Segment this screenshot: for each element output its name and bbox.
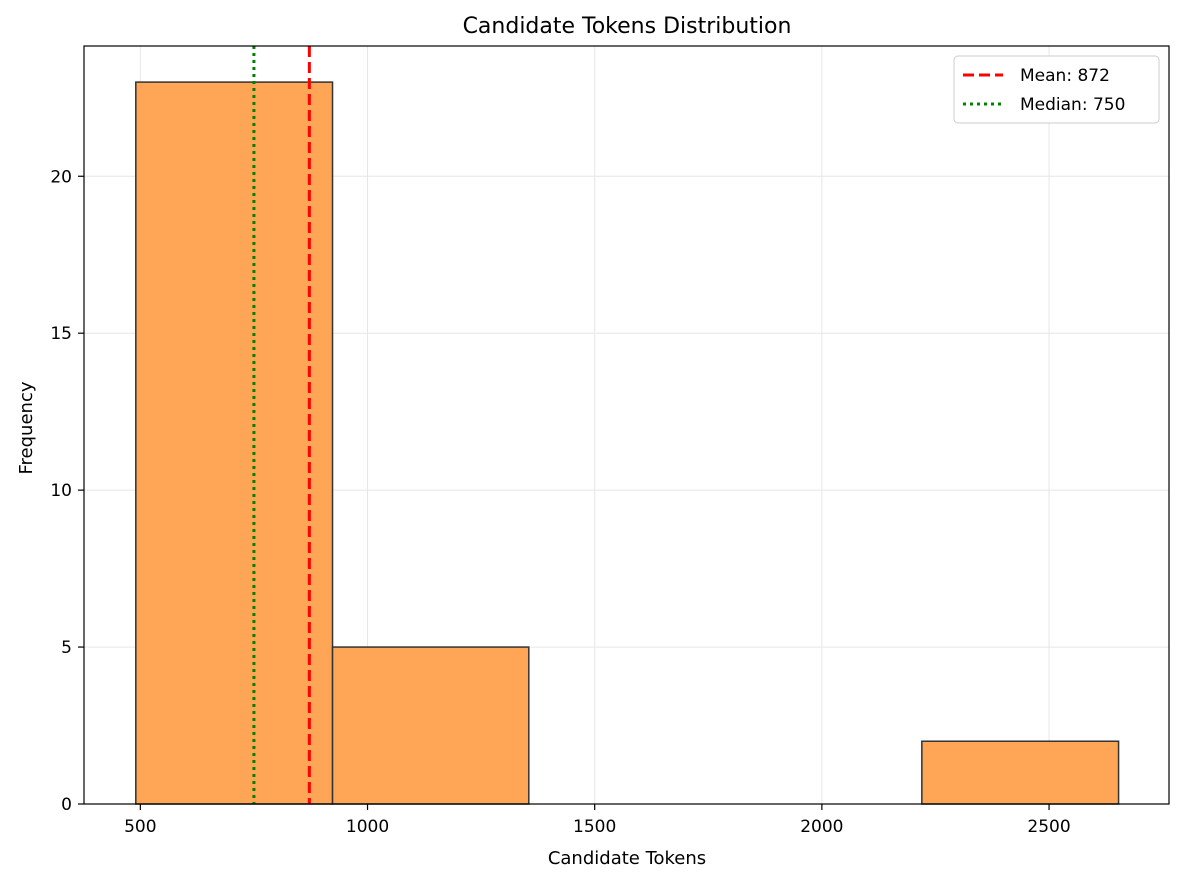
histogram-bar-5 — [921, 740, 1120, 805]
legend-median-label: Median: 750 — [1020, 95, 1125, 115]
y-tick-label: 20 — [50, 167, 72, 187]
y-axis-ticks: 0 5 10 15 20 — [50, 167, 84, 815]
legend: Mean: 872 Median: 750 — [953, 55, 1160, 124]
y-tick-label: 0 — [61, 795, 72, 815]
reference-lines — [252, 46, 311, 804]
histogram-bar-1 — [135, 81, 334, 805]
x-tick-label: 2000 — [800, 817, 843, 837]
x-tick-label: 1500 — [573, 817, 616, 837]
plot-frame — [83, 45, 1170, 805]
chart-title: Candidate Tokens Distribution — [463, 14, 792, 39]
legend-box — [953, 55, 1160, 124]
y-axis-label: Frequency — [16, 381, 37, 474]
histogram-bar-2 — [331, 646, 530, 805]
histogram-bars — [135, 81, 1120, 805]
x-axis-label: Candidate Tokens — [548, 848, 706, 869]
y-tick-label: 5 — [61, 638, 72, 658]
y-tick-label: 15 — [50, 324, 72, 344]
x-tick-label: 500 — [124, 817, 156, 837]
x-tick-label: 1000 — [346, 817, 389, 837]
x-tick-label: 2500 — [1027, 817, 1070, 837]
y-tick-label: 10 — [50, 481, 72, 501]
x-axis-ticks: 500 1000 1500 2000 2500 — [124, 804, 1071, 837]
legend-mean-label: Mean: 872 — [1020, 66, 1110, 86]
